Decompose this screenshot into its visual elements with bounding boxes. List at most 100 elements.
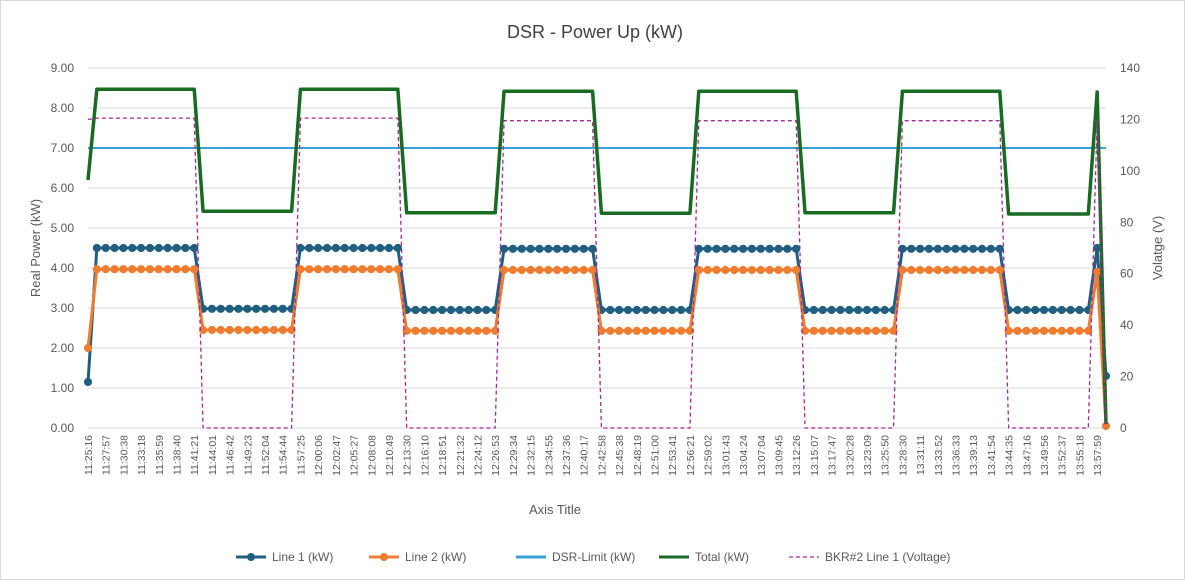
data-point	[535, 265, 544, 275]
data-point	[730, 265, 739, 275]
data-point	[933, 265, 942, 275]
data-point	[349, 265, 358, 274]
data-point	[331, 265, 340, 274]
data-point	[340, 265, 349, 274]
data-point	[889, 326, 898, 335]
data-point	[650, 326, 659, 335]
y2-tick-label: 80	[1120, 215, 1134, 229]
y2-tick-label: 40	[1120, 318, 1134, 332]
data-point	[101, 243, 110, 253]
data-point	[721, 265, 730, 275]
data-point	[765, 265, 774, 275]
data-point	[269, 325, 278, 335]
data-point	[260, 304, 270, 313]
data-point	[181, 243, 190, 253]
data-point	[181, 265, 190, 274]
data-point	[252, 304, 261, 313]
data-point	[570, 244, 579, 253]
data-point	[296, 243, 305, 253]
data-point	[464, 305, 473, 315]
x-tick-label: 13:07:04	[756, 435, 768, 476]
data-point	[163, 265, 172, 274]
data-point	[482, 305, 491, 315]
data-point	[92, 265, 101, 274]
x-tick-label: 12:02:47	[331, 435, 343, 476]
x-tick-label: 12:45:38	[614, 435, 626, 476]
data-point	[809, 326, 818, 335]
data-point	[1048, 326, 1057, 335]
data-point	[172, 265, 181, 274]
x-tick-label: 11:57:25	[295, 435, 307, 475]
data-point	[845, 305, 854, 315]
data-point	[1057, 305, 1066, 315]
data-point	[216, 325, 225, 335]
x-tick-label: 13:44:35	[1004, 435, 1016, 476]
y-tick-label: 6.00	[51, 181, 75, 195]
data-point	[411, 305, 420, 315]
data-point	[907, 265, 916, 275]
data-point	[668, 305, 677, 315]
data-point	[190, 265, 199, 274]
data-point	[561, 265, 571, 275]
data-point	[234, 325, 243, 335]
data-point	[969, 265, 978, 275]
data-point	[393, 265, 402, 274]
y-tick-label: 1.00	[51, 381, 75, 395]
data-point	[331, 243, 340, 253]
data-point	[1084, 326, 1093, 335]
data-point	[960, 244, 969, 253]
data-point	[659, 326, 668, 335]
data-point	[738, 265, 748, 275]
data-point	[712, 244, 721, 253]
x-tick-label: 12:51:00	[650, 435, 662, 476]
data-point	[685, 326, 695, 335]
x-tick-label: 12:24:12	[472, 435, 484, 476]
chart-title: DSR - Power Up (kW)	[507, 22, 683, 42]
x-tick-label: 11:35:59	[154, 435, 166, 475]
y2-tick-label: 60	[1120, 267, 1134, 281]
x-tick-label: 12:42:58	[596, 435, 608, 476]
x-tick-label: 13:20:28	[844, 435, 856, 476]
data-point	[393, 243, 402, 253]
data-point	[774, 265, 783, 275]
data-point	[1057, 326, 1066, 335]
x-tick-label: 11:44:01	[207, 435, 219, 475]
data-point	[446, 326, 456, 335]
data-point	[172, 243, 181, 253]
data-point	[482, 326, 491, 335]
x-tick-label: 12:34:55	[543, 435, 555, 476]
data-point	[340, 243, 349, 253]
data-point	[305, 243, 314, 253]
x-tick-label: 13:36:33	[951, 435, 963, 476]
x-tick-label: 12:29:34	[508, 435, 520, 476]
y-tick-label: 8.00	[51, 101, 75, 115]
data-point	[243, 304, 252, 313]
data-point	[429, 326, 438, 335]
x-tick-label: 12:32:15	[526, 435, 538, 476]
data-point	[137, 243, 146, 253]
data-point	[800, 326, 810, 335]
data-point	[792, 244, 801, 253]
x-axis-title: Axis Title	[529, 502, 581, 517]
data-point	[641, 305, 650, 315]
data-point	[951, 244, 960, 253]
data-point	[623, 305, 633, 315]
data-point	[783, 265, 792, 275]
data-point	[322, 243, 332, 253]
data-point	[588, 244, 597, 253]
x-tick-label: 13:17:47	[827, 435, 839, 476]
data-point	[367, 243, 376, 253]
x-tick-label: 11:49:23	[242, 435, 254, 475]
data-point	[1039, 326, 1049, 335]
data-point	[1048, 305, 1057, 315]
x-tick-label: 12:21:32	[455, 435, 467, 476]
data-point	[420, 326, 429, 335]
data-point	[862, 326, 872, 335]
data-point	[1022, 305, 1031, 315]
data-point	[854, 305, 863, 315]
data-point	[1039, 305, 1049, 315]
x-tick-label: 12:05:27	[349, 435, 361, 476]
y2-tick-label: 100	[1120, 164, 1140, 178]
data-point	[1013, 326, 1022, 335]
